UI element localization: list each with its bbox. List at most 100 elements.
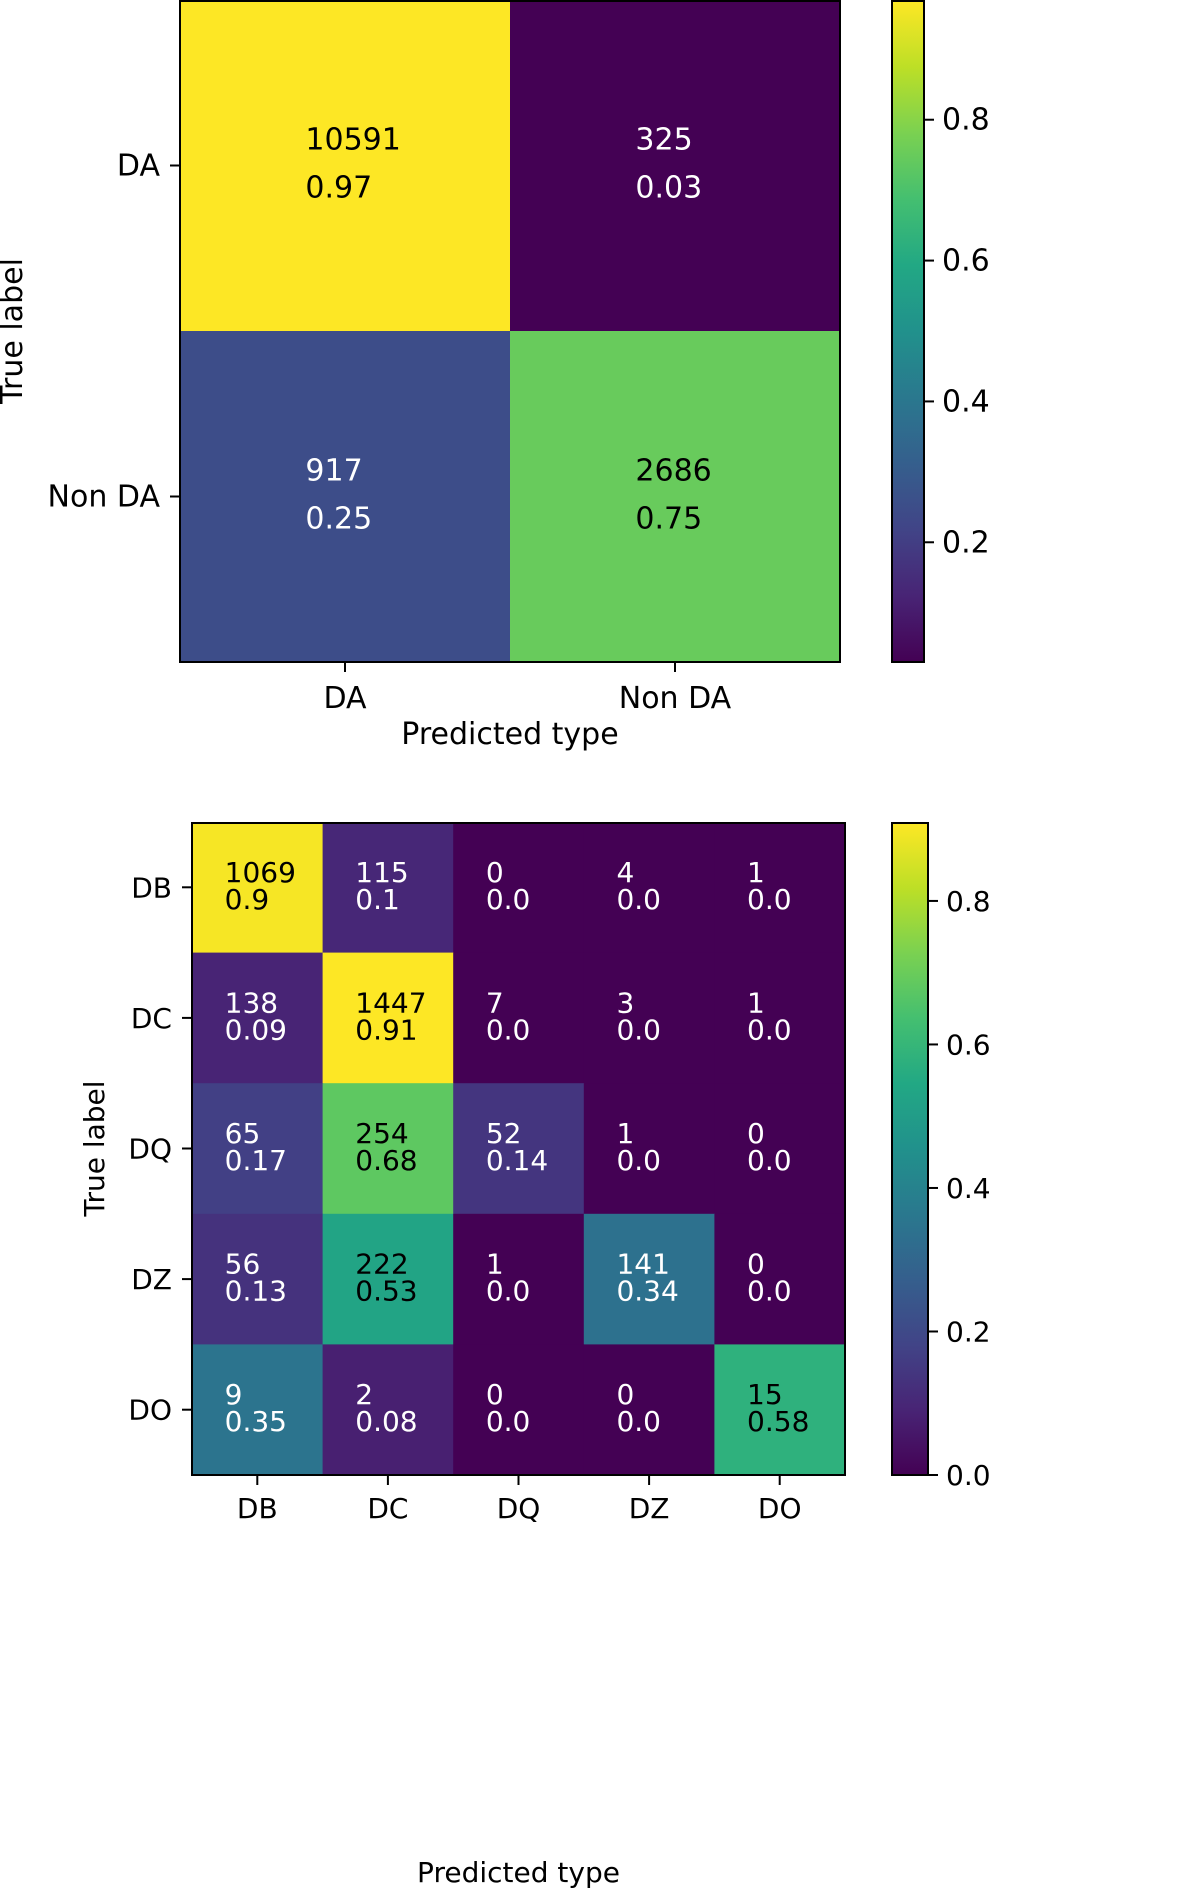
- cell-count-label: 1: [616, 1117, 634, 1150]
- cell-count-label: 325: [635, 123, 692, 158]
- colorbar: [891, 0, 925, 663]
- cell-count-label: 2686: [635, 454, 711, 489]
- x-axis-label: Predicted type: [401, 717, 618, 752]
- x-tick-label: DB: [237, 1492, 278, 1525]
- cell-count-label: 3: [616, 986, 634, 1019]
- cell-normalized-label: 0.0: [616, 883, 661, 916]
- heatmap-cell: [583, 822, 715, 954]
- cell-normalized-label: 0.0: [616, 1144, 661, 1177]
- heatmap-cell: [192, 1083, 324, 1215]
- cell-count-label: 141: [616, 1248, 669, 1281]
- cell-normalized-label: 0.0: [616, 1405, 661, 1438]
- cell-count-label: 917: [305, 454, 362, 489]
- y-tick-label: DZ: [131, 1263, 172, 1296]
- x-tick-label: DZ: [629, 1492, 670, 1525]
- cell-count-label: 1: [747, 856, 765, 889]
- cell-count-label: 1069: [225, 856, 296, 889]
- x-tick-label: DQ: [497, 1492, 541, 1525]
- heatmap-cell: [192, 822, 324, 954]
- heatmap-cell: [714, 952, 846, 1084]
- heatmap-panel-1: 10591 0.97 325 0.03 917 0.25 2686 0.75 DA Non DA D…: [0, 0, 990, 752]
- heatmap-cell: [322, 1344, 454, 1476]
- heatmap-cell: [453, 1083, 585, 1215]
- cell-normalized-label: 0.0: [486, 1013, 531, 1046]
- y-tick-label: DA: [117, 149, 161, 184]
- cell-normalized-label: 0.03: [635, 171, 702, 206]
- heatmap-cell: [583, 1083, 715, 1215]
- y-axis-label: True label: [0, 258, 30, 405]
- plot-frame: [179, 0, 841, 663]
- cell-count-label: 1: [747, 986, 765, 1019]
- heatmap-cell: [714, 1213, 846, 1345]
- heatmap-cell: [322, 822, 454, 954]
- cell-normalized-label: 0.75: [635, 502, 702, 537]
- cell-count-label: 254: [355, 1117, 408, 1150]
- heatmap-cell: [322, 1213, 454, 1345]
- cell-count-label: 56: [225, 1248, 261, 1281]
- colorbar-tick-label: 0.0: [946, 1459, 991, 1492]
- cell-count-label: 7: [486, 986, 504, 1019]
- cell-normalized-label: 0.0: [747, 1144, 792, 1177]
- heatmap-cell: [180, 331, 511, 663]
- cell-count-label: 2: [355, 1378, 373, 1411]
- cell-normalized-label: 0.0: [486, 1275, 531, 1308]
- colorbar-tick-label: 0.8: [942, 103, 990, 138]
- cell-count-label: 138: [225, 986, 278, 1019]
- heatmap-cell: [714, 1344, 846, 1476]
- heatmap-cell: [180, 0, 511, 332]
- cell-count-label: 0: [486, 1378, 504, 1411]
- heatmap-cell: [453, 952, 585, 1084]
- x-tick-label: DA: [323, 681, 367, 716]
- heatmap-cell: [322, 1083, 454, 1215]
- cell-normalized-label: 0.13: [225, 1275, 287, 1308]
- heatmap-cell: [192, 952, 324, 1084]
- colorbar: [891, 822, 929, 1476]
- heatmap-cell: [510, 331, 841, 663]
- cell-count-label: 52: [486, 1117, 522, 1150]
- heatmap-cell: [583, 952, 715, 1084]
- cell-normalized-label: 0.08: [355, 1405, 417, 1438]
- cell-normalized-label: 0.34: [616, 1275, 678, 1308]
- heatmap-cell: [453, 1213, 585, 1345]
- heatmap-cell: [583, 1213, 715, 1345]
- cell-normalized-label: 0.09: [225, 1013, 287, 1046]
- cell-count-label: 65: [225, 1117, 261, 1150]
- heatmap-cell: [322, 952, 454, 1084]
- x-tick-label: DO: [758, 1492, 802, 1525]
- cell-count-label: 1447: [355, 986, 426, 1019]
- cell-normalized-label: 0.0: [486, 1405, 531, 1438]
- cell-count-label: 0: [747, 1248, 765, 1281]
- colorbar-tick-label: 0.2: [946, 1315, 991, 1348]
- cell-count-label: 15: [747, 1378, 783, 1411]
- cell-count-label: 115: [355, 856, 408, 889]
- x-axis-label: Predicted type: [417, 1856, 620, 1889]
- heatmap-cell: [192, 1344, 324, 1476]
- cell-normalized-label: 0.0: [616, 1013, 661, 1046]
- cell-normalized-label: 0.25: [305, 502, 372, 537]
- cell-normalized-label: 0.9: [225, 883, 270, 916]
- y-tick-label: DB: [131, 871, 172, 904]
- heatmap-cell: [714, 822, 846, 954]
- colorbar-tick-label: 0.6: [942, 244, 990, 279]
- cell-normalized-label: 0.17: [225, 1144, 287, 1177]
- cell-count-label: 4: [616, 856, 634, 889]
- cell-count-label: 0: [747, 1117, 765, 1150]
- colorbar-tick-label: 0.4: [946, 1172, 991, 1205]
- heatmap-cell: [583, 1344, 715, 1476]
- cell-normalized-label: 0.58: [747, 1405, 809, 1438]
- cell-normalized-label: 0.97: [305, 171, 372, 206]
- cell-normalized-label: 0.0: [747, 1275, 792, 1308]
- colorbar-tick-label: 0.8: [946, 885, 991, 918]
- cell-normalized-label: 0.68: [355, 1144, 417, 1177]
- heatmap-cell: [453, 1344, 585, 1476]
- heatmap-panel-2: 10690.91150.100.040.010.01380.0914470.91…: [78, 822, 991, 1889]
- cell-normalized-label: 0.53: [355, 1275, 417, 1308]
- cell-normalized-label: 0.91: [355, 1013, 417, 1046]
- cell-normalized-label: 0.0: [747, 1013, 792, 1046]
- heatmap-cell: [192, 1213, 324, 1345]
- cell-normalized-label: 0.35: [225, 1405, 287, 1438]
- cell-count-label: 10591: [305, 123, 400, 158]
- cell-count-label: 222: [355, 1248, 408, 1281]
- cell-normalized-label: 0.0: [486, 883, 531, 916]
- x-tick-label: DC: [367, 1492, 408, 1525]
